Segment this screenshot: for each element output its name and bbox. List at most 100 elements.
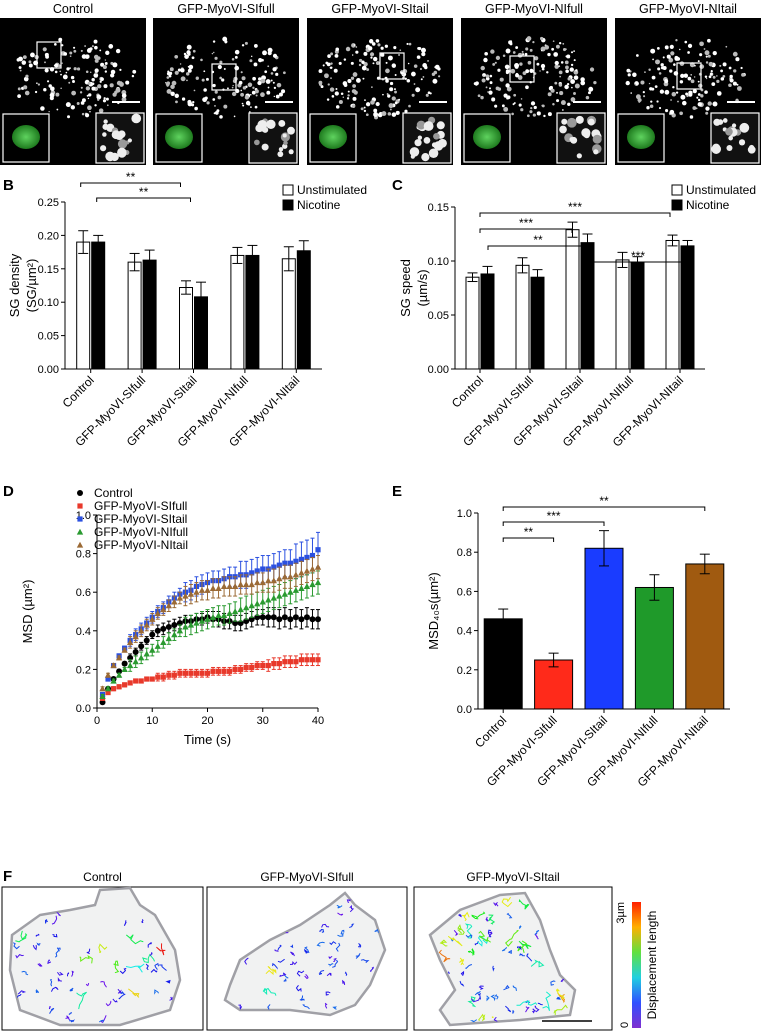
granule xyxy=(260,78,266,84)
granule xyxy=(86,94,89,97)
gfp-cell xyxy=(12,125,40,149)
granule xyxy=(573,92,576,95)
data-point xyxy=(121,660,128,667)
granule xyxy=(18,66,22,70)
granule xyxy=(705,111,709,115)
granule xyxy=(166,88,172,94)
granule xyxy=(249,59,253,63)
granule xyxy=(212,83,216,88)
granule xyxy=(221,78,225,82)
granule xyxy=(511,112,514,116)
granule xyxy=(327,83,330,86)
track xyxy=(555,988,565,1000)
track xyxy=(460,970,465,977)
data-point xyxy=(176,627,184,634)
data-point xyxy=(309,552,316,559)
granule xyxy=(125,80,130,85)
data-point xyxy=(260,662,266,669)
data-point xyxy=(242,604,250,611)
granule xyxy=(675,91,679,94)
granule xyxy=(722,75,726,78)
granule xyxy=(432,78,438,84)
granule xyxy=(242,104,245,107)
granule xyxy=(573,59,576,62)
granule xyxy=(382,93,384,96)
colorbar-label: Displacement length xyxy=(645,911,659,1020)
granule xyxy=(251,55,253,58)
track xyxy=(321,923,330,928)
granule xyxy=(728,83,732,88)
y-tick-label: 0.8 xyxy=(76,549,91,561)
granule xyxy=(375,102,380,107)
track xyxy=(120,991,125,996)
granule xyxy=(664,79,669,84)
track xyxy=(272,962,278,970)
data-point xyxy=(259,598,266,605)
granule xyxy=(110,69,116,75)
image-title: GFP-MyoVI-NItail xyxy=(639,2,737,16)
data-point xyxy=(165,602,173,609)
granule xyxy=(389,87,394,92)
x-tick-label: 20 xyxy=(201,715,213,727)
track xyxy=(277,958,285,963)
y-tick-label: 0.4 xyxy=(76,626,91,638)
granule xyxy=(345,46,351,52)
data-point xyxy=(209,585,217,591)
data-point xyxy=(303,583,311,590)
y-axis-label: MSD (µm²) xyxy=(20,580,35,644)
data-point xyxy=(309,616,316,623)
data-point xyxy=(204,670,211,676)
track xyxy=(277,944,282,951)
granule-zoom xyxy=(266,119,276,130)
granule-zoom xyxy=(103,119,108,124)
granule xyxy=(503,106,509,112)
track xyxy=(300,995,305,1001)
track xyxy=(117,988,122,994)
data-point xyxy=(303,567,311,574)
data-point xyxy=(254,579,261,586)
granule xyxy=(273,86,277,90)
granule xyxy=(487,91,489,93)
track xyxy=(56,912,61,917)
granule xyxy=(94,58,99,63)
granule xyxy=(732,51,738,57)
granule xyxy=(371,86,373,88)
track xyxy=(459,980,465,987)
granule-zoom xyxy=(287,126,295,135)
granule xyxy=(536,62,540,66)
granule xyxy=(473,82,477,86)
granule-zoom xyxy=(421,153,430,162)
data-point xyxy=(248,581,255,588)
granule-zoom xyxy=(277,151,284,158)
granule xyxy=(88,93,92,97)
granule xyxy=(335,105,340,109)
track xyxy=(494,994,499,1000)
granule xyxy=(21,60,27,65)
granule xyxy=(73,46,76,49)
granule xyxy=(188,64,194,70)
granule xyxy=(61,62,63,64)
granule xyxy=(81,54,87,59)
significance-bracket xyxy=(502,537,555,542)
granule xyxy=(690,74,692,76)
granule xyxy=(484,51,488,56)
granule xyxy=(660,63,664,67)
data-point xyxy=(292,571,300,578)
legend-label: Unstimulated xyxy=(297,183,367,197)
track xyxy=(52,933,58,938)
granule xyxy=(361,65,367,71)
granule xyxy=(231,91,237,97)
granule xyxy=(195,76,199,80)
granule xyxy=(398,98,401,101)
error-bar xyxy=(667,234,678,247)
y-axis-label: (µm/s) xyxy=(415,269,430,306)
granule xyxy=(570,79,576,84)
error-bar xyxy=(682,239,693,252)
data-point xyxy=(220,612,228,618)
granule xyxy=(87,105,92,111)
granule xyxy=(527,60,532,65)
granule xyxy=(104,62,108,65)
granule xyxy=(54,70,58,74)
granule xyxy=(560,100,566,106)
